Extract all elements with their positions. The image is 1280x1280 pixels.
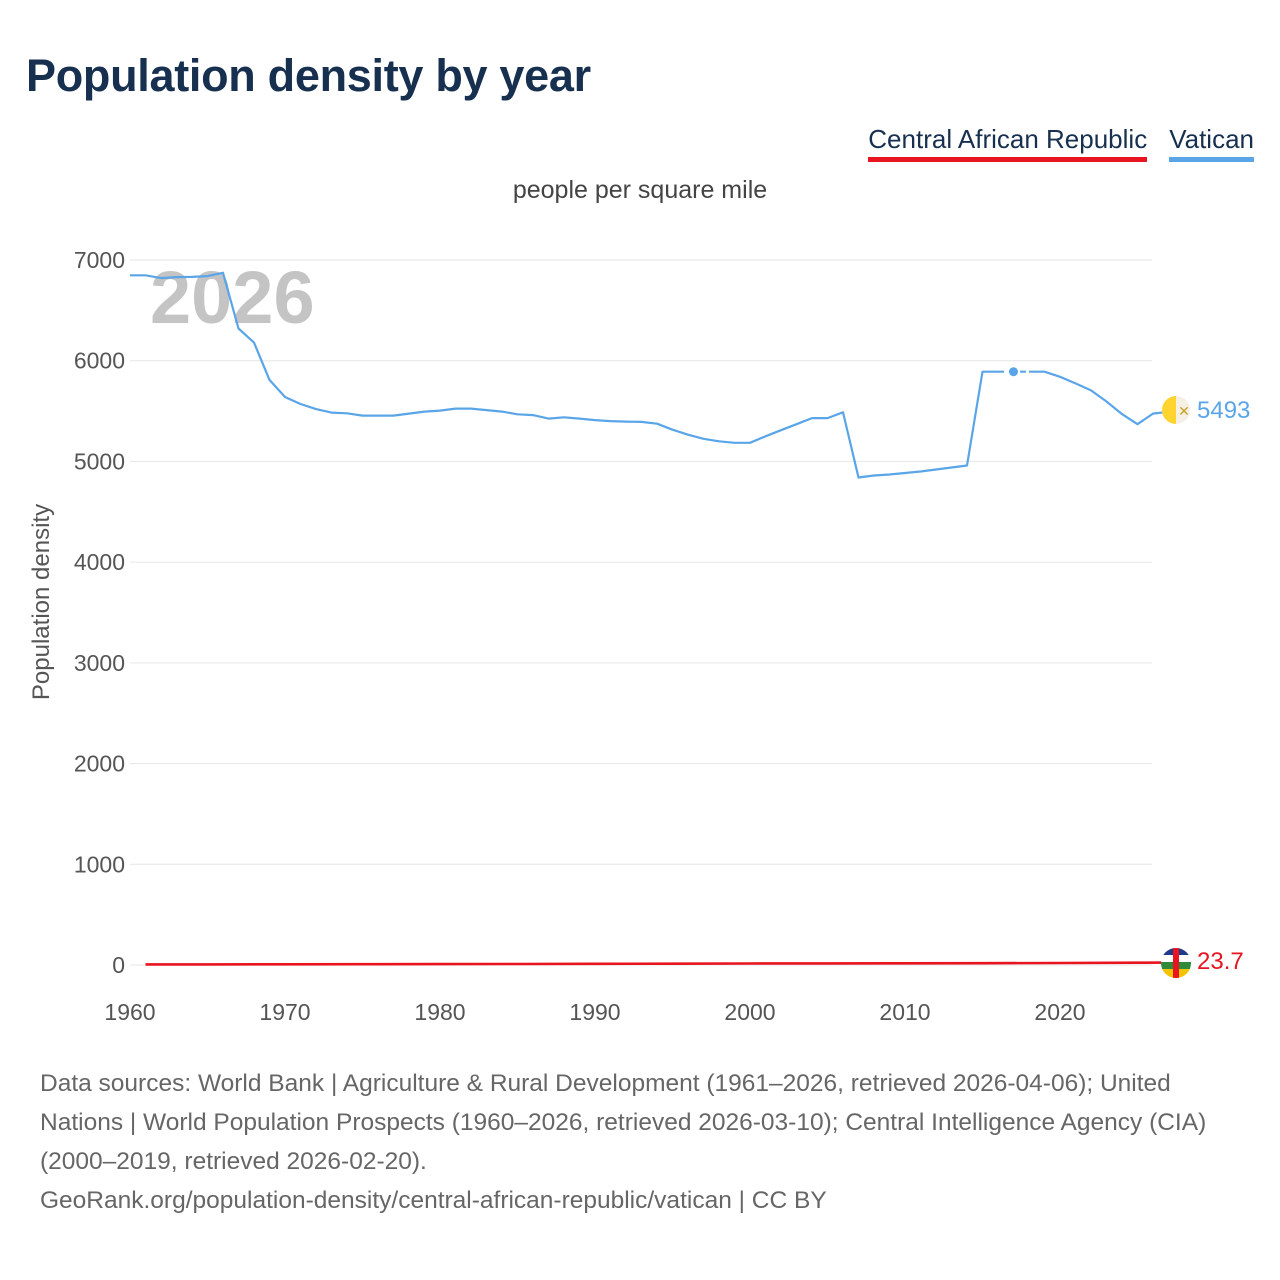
vatican-point-2017	[1009, 367, 1018, 377]
series-lines	[130, 271, 1169, 966]
x-tick-2020: 2020	[1034, 999, 1085, 1025]
y-tick-5000: 5000	[74, 448, 125, 474]
legend-item-central-african-republic[interactable]: Central African Republic	[868, 124, 1148, 162]
legend: Central African Republic Vatican	[868, 124, 1254, 162]
central-african-republic-end-value: 23.7	[1197, 948, 1244, 975]
vatican-line-recent	[1029, 370, 1169, 426]
x-tick-2010: 2010	[879, 999, 930, 1025]
chart-title: Population density by year	[26, 50, 591, 101]
x-tick-1960: 1960	[104, 999, 155, 1025]
vatican-end-value: 5493	[1197, 397, 1250, 424]
y-tick-2000: 2000	[74, 751, 125, 777]
y-tick-0: 0	[112, 952, 125, 978]
y-tick-6000: 6000	[74, 348, 125, 374]
y-tick-7000: 7000	[74, 247, 125, 273]
legend-item-vatican[interactable]: Vatican	[1169, 124, 1254, 162]
data-sources: Data sources: World Bank | Agriculture &…	[40, 1070, 1207, 1175]
footer: Data sources: World Bank | Agriculture &…	[40, 1064, 1250, 1220]
y-tick-1000: 1000	[74, 851, 125, 877]
y-axis-ticks: 0 1000 2000 3000 4000 5000 6000 7000	[74, 247, 125, 978]
y-tick-3000: 3000	[74, 650, 125, 676]
x-tick-2000: 2000	[724, 999, 775, 1025]
unit-label: people per square mile	[512, 176, 768, 204]
year-watermark: 2026	[150, 256, 315, 339]
gridlines	[130, 259, 1152, 966]
vatican-line	[130, 271, 998, 479]
central-african-republic-flag-icon	[1161, 948, 1191, 978]
x-tick-1980: 1980	[414, 999, 465, 1025]
credit-link[interactable]: GeoRank.org/population-density/central-a…	[40, 1187, 827, 1214]
vatican-flag-icon: ✕	[1162, 396, 1190, 424]
svg-text:✕: ✕	[1178, 403, 1190, 419]
x-tick-1990: 1990	[569, 999, 620, 1025]
central-african-republic-line	[145, 961, 1169, 966]
x-axis-ticks: 1960 1970 1980 1990 2000 2010 2020	[104, 999, 1085, 1025]
y-tick-4000: 4000	[74, 549, 125, 575]
x-tick-1970: 1970	[259, 999, 310, 1025]
